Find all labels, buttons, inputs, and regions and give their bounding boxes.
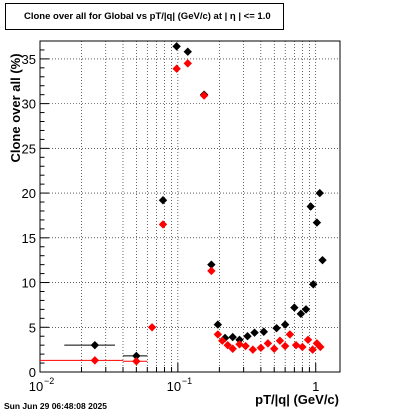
x-axis-label: pT/|q| (GeV/c) [255,392,339,407]
y-tick-label: 35 [22,52,36,67]
data-point [172,64,181,73]
data-point [263,339,273,348]
data-point [207,260,216,269]
y-tick-label: 0 [29,365,36,380]
data-point [183,59,192,68]
title-box: Clone over all for Global vs pT/|q| (GeV… [5,3,284,30]
data-point [280,320,290,329]
data-point [223,340,232,350]
data-point [270,344,279,353]
data-point [158,196,168,205]
data-point [250,328,259,337]
grid-lines [40,41,340,372]
x-tick-label: 10 [29,379,43,394]
data-point [256,343,266,353]
data-point [241,341,250,351]
data-point [290,303,299,312]
data-point [90,340,100,350]
data-point [301,305,311,314]
data-point [308,345,317,354]
data-point [235,335,244,344]
data-point [207,266,216,276]
y-tick-label: 15 [22,231,36,246]
data-point [235,340,244,349]
chart-title: Clone over all for Global vs pT/|q| (GeV… [24,11,271,22]
x-tick-label: 10 [167,379,181,394]
data-point [183,47,192,56]
data-point [213,320,223,329]
x-tick-exponent: −1 [182,376,192,386]
data-point [298,342,307,352]
data-point [275,336,285,345]
axis-ticks [39,49,317,373]
data-point [243,332,252,341]
data-point [309,280,318,289]
data-point [312,218,322,227]
y-tick-label: 30 [22,97,36,112]
y-tick-label: 10 [22,276,36,291]
data-point [315,188,324,198]
data-point [218,336,227,345]
data-point [228,344,237,353]
data-point [158,220,168,229]
data-point [303,335,313,344]
x-tick-exponent: −2 [44,376,54,386]
data-points [40,42,327,366]
data-point [306,202,315,211]
data-point [172,42,181,51]
data-point [248,345,258,354]
y-tick-label: 25 [22,141,36,156]
data-point [228,332,237,342]
data-point [259,327,268,336]
plot-frame [39,40,341,373]
y-axis-label: Clone over all (%) [8,53,23,162]
data-point [280,341,290,351]
data-point [291,340,301,350]
data-point [90,356,100,365]
y-tick-label: 5 [29,320,36,335]
data-point [272,323,281,333]
data-point [199,91,209,100]
data-point [132,357,141,366]
data-point [296,309,306,319]
timestamp: Sun Jun 29 06:48:08 2025 [4,401,108,411]
data-point [318,255,327,265]
x-tick-label: 1 [312,379,319,394]
data-point [132,351,141,361]
data-point [285,330,295,339]
data-point [213,330,223,339]
y-tick-label: 20 [22,186,36,201]
data-point [147,323,157,332]
data-point [316,342,325,352]
